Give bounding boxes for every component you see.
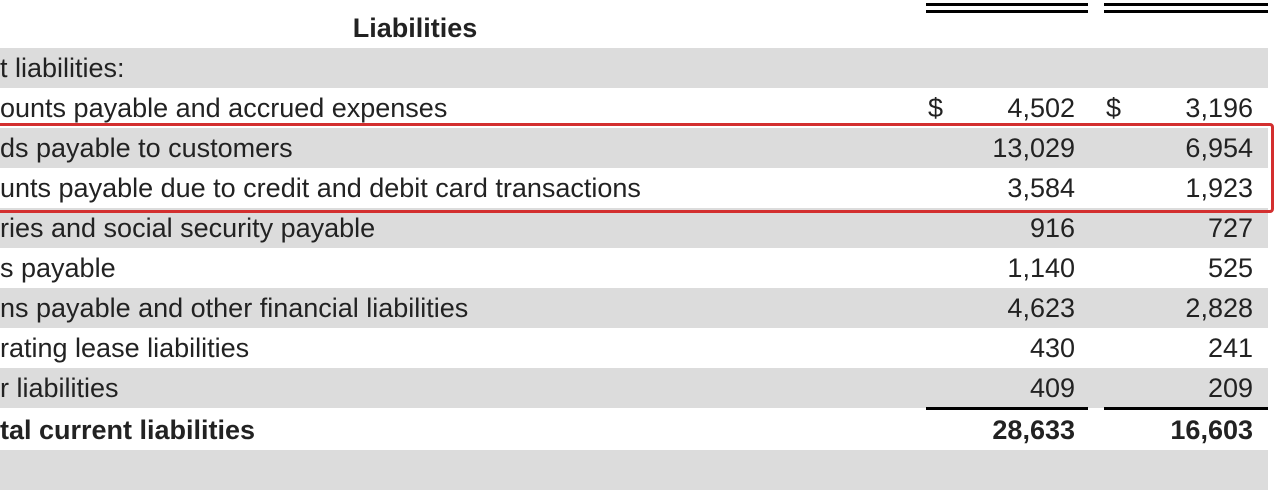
total-label: tal current liabilities xyxy=(0,415,256,445)
section-title: Liabilities xyxy=(352,13,478,43)
table-row: ries and social security payable 916 727 xyxy=(0,208,1268,248)
table-row: unts payable due to credit and debit car… xyxy=(0,168,1268,208)
row-label: ounts payable and accrued expenses xyxy=(0,93,448,123)
table-row: r liabilities 409 209 xyxy=(0,368,1268,408)
table-row: ns payable and other financial liabiliti… xyxy=(0,288,1268,328)
value-col2: 209 xyxy=(1207,373,1253,403)
section-label-row: t liabilities: xyxy=(0,48,1268,88)
value-col2: 6,954 xyxy=(1185,133,1253,163)
value-col1: 916 xyxy=(1029,213,1075,243)
total-col2: 16,603 xyxy=(1170,415,1253,445)
total-row: tal current liabilities 28,633 16,603 xyxy=(0,410,1268,450)
value-col1: 13,029 xyxy=(992,133,1075,163)
row-label: unts payable due to credit and debit car… xyxy=(0,173,641,203)
value-col2: 1,923 xyxy=(1185,173,1253,203)
value-col1: 430 xyxy=(1029,333,1075,363)
value-col1: 1,140 xyxy=(1007,253,1075,283)
value-col2: 727 xyxy=(1207,213,1253,243)
subtotal-rule xyxy=(926,407,1088,410)
table-row: ds payable to customers 13,029 6,954 xyxy=(0,128,1268,168)
double-rule xyxy=(1104,3,1268,6)
value-col2: 525 xyxy=(1207,253,1253,283)
double-rule xyxy=(1104,10,1268,13)
row-label: ds payable to customers xyxy=(0,133,293,163)
value-col2: 241 xyxy=(1207,333,1253,363)
value-col1: 409 xyxy=(1029,373,1075,403)
header-row: Liabilities xyxy=(0,8,1268,48)
value-col1: 4,502 xyxy=(1007,93,1075,123)
row-label: ns payable and other financial liabiliti… xyxy=(0,293,469,323)
currency-symbol: $ xyxy=(1106,93,1122,123)
section-label: t liabilities: xyxy=(0,53,125,83)
value-col2: 3,196 xyxy=(1185,93,1253,123)
currency-symbol: $ xyxy=(928,93,944,123)
value-col2: 2,828 xyxy=(1185,293,1253,323)
row-label: r liabilities xyxy=(0,373,119,403)
row-label: ries and social security payable xyxy=(0,213,376,243)
value-col1: 4,623 xyxy=(1007,293,1075,323)
row-label: s payable xyxy=(0,253,116,283)
total-col1: 28,633 xyxy=(992,415,1075,445)
next-row-strip xyxy=(0,450,1268,490)
subtotal-rule xyxy=(1104,407,1268,410)
table-row: rating lease liabilities 430 241 xyxy=(0,328,1268,368)
value-col1: 3,584 xyxy=(1007,173,1075,203)
highlight-box xyxy=(0,123,1274,213)
double-rule xyxy=(926,10,1088,13)
table-row: s payable 1,140 525 xyxy=(0,248,1268,288)
double-rule xyxy=(926,3,1088,6)
row-label: rating lease liabilities xyxy=(0,333,250,363)
table-row: ounts payable and accrued expenses $ 4,5… xyxy=(0,88,1268,128)
